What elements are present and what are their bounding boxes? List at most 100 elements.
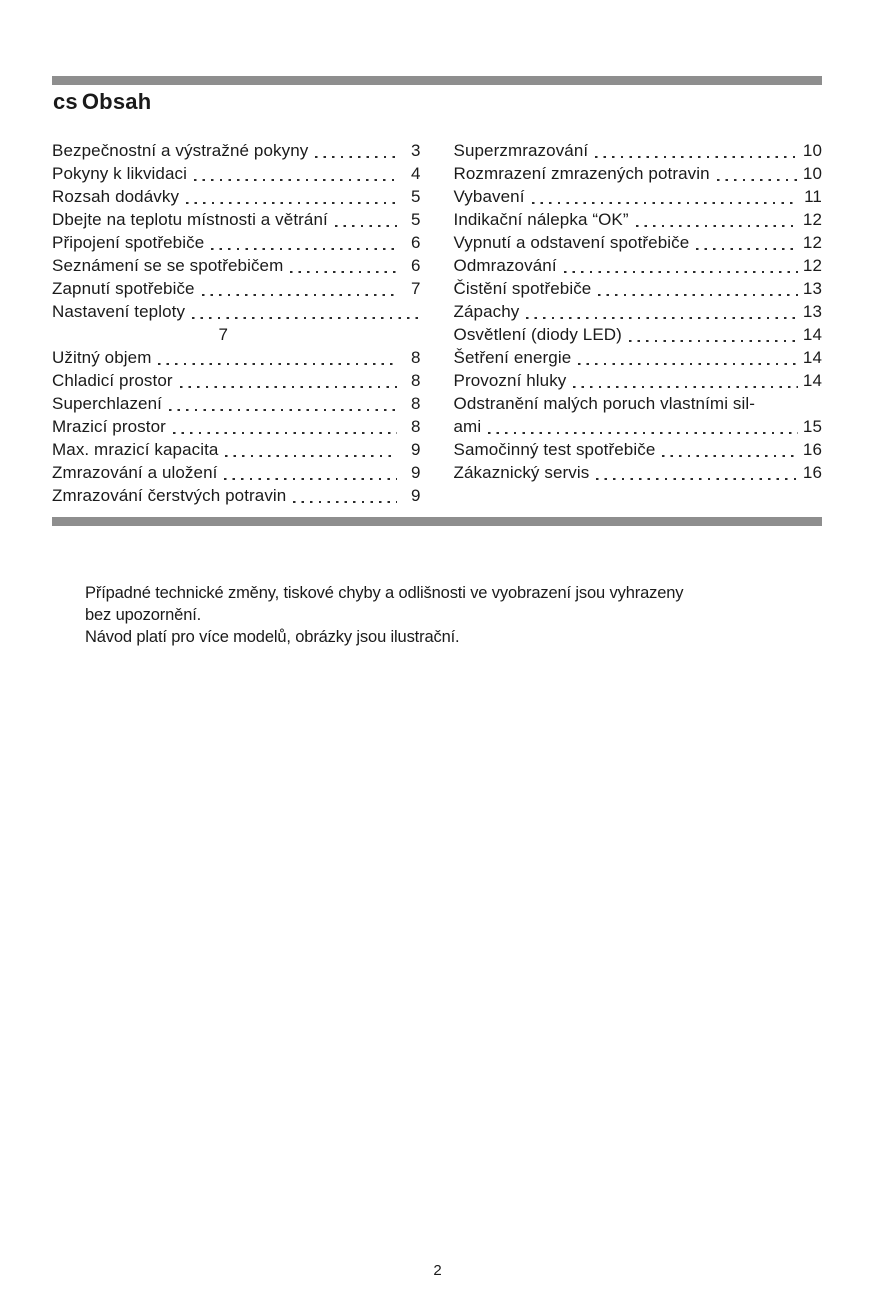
toc-page-number: 4	[410, 164, 421, 183]
toc-entry: Chladicí prostor 8	[52, 369, 421, 392]
toc-entry: Max. mrazicí kapacita 9	[52, 438, 421, 461]
toc-entry-label: Rozmrazení zmrazených potravin	[453, 164, 710, 183]
toc-entry: Samočinný test spotřebiče 16	[454, 438, 823, 461]
dot-leader	[224, 477, 397, 480]
toc-entry-label: Vypnutí a odstavení spotřebiče	[453, 233, 690, 252]
toc-page-number: 9	[410, 440, 421, 459]
dot-leader	[628, 339, 798, 342]
dot-leader	[293, 500, 397, 503]
toc-page-number: 7	[218, 325, 228, 344]
toc-entry: Zápachy 13	[454, 300, 823, 323]
toc-page-number: 11	[804, 187, 822, 206]
toc-entry-label: Osvětlení (diody LED)	[453, 325, 622, 344]
toc-page-number: 9	[410, 463, 421, 482]
toc-entry: Indikační nálepka “OK” 12	[454, 208, 823, 231]
toc-page-number: 8	[410, 394, 421, 413]
dot-leader	[716, 178, 798, 181]
toc-entry-label: Provozní hluky	[453, 371, 567, 390]
toc-entry: Osvětlení (diody LED) 14	[454, 323, 823, 346]
page-number-footer: 2	[433, 1262, 442, 1279]
dot-leader	[595, 155, 798, 158]
toc-page-number: 5	[410, 187, 421, 206]
toc-page-number: 12	[802, 233, 822, 252]
toc-page-number: 7	[410, 279, 421, 298]
toc-entry-label: Odstranění malých poruch vlastními sil-	[453, 394, 756, 413]
toc-entry-label: Indikační nálepka “OK”	[453, 210, 629, 229]
toc-page-number: 6	[410, 233, 421, 252]
toc-entry: Pokyny k likvidaci 4	[52, 162, 421, 185]
dot-leader	[488, 431, 798, 434]
toc-entry: Zapnutí spotřebiče 7	[52, 277, 421, 300]
toc-entry-label: Max. mrazicí kapacita	[52, 440, 219, 459]
toc-entry: 7	[52, 323, 421, 346]
toc-entry-label: Čistění spotřebiče	[453, 279, 592, 298]
dot-leader	[201, 293, 397, 296]
dot-leader	[598, 293, 798, 296]
toc-entry-label: Dbejte na teplotu místnosti a větrání	[52, 210, 328, 229]
toc-page-number: 3	[410, 141, 421, 160]
toc-entry: Rozmrazení zmrazených potravin 10	[454, 162, 823, 185]
dot-leader	[225, 454, 397, 457]
toc-entry-label: Připojení spotřebiče	[52, 233, 205, 252]
dot-leader	[563, 270, 798, 273]
toc-entry: Vybavení 11	[454, 185, 823, 208]
disclaimer-line: Případné technické změny, tiskové chyby …	[85, 584, 684, 602]
toc-entry: Čistění spotřebiče 13	[454, 277, 823, 300]
dot-leader	[662, 454, 798, 457]
toc-page-number: 13	[802, 279, 822, 298]
toc-page-number: 14	[802, 325, 822, 344]
toc-entry: Superzmrazování 10	[454, 139, 823, 162]
toc-entry: Zmrazování čerstvých potravin 9	[52, 484, 421, 507]
toc-page-number: 10	[802, 164, 822, 183]
dot-leader	[531, 201, 798, 204]
dot-leader	[596, 477, 798, 480]
disclaimer-notes: Případné technické změny, tiskové chyby …	[85, 582, 822, 648]
toc-page-number: 5	[410, 210, 421, 229]
top-rule	[52, 76, 822, 85]
table-of-contents: Bezpečnostní a výstražné pokyny 3 Pokyny k…	[52, 139, 822, 507]
dot-leader	[573, 385, 798, 388]
disclaimer-line: Návod platí pro více modelů, obrázky jso…	[85, 628, 460, 646]
toc-entry: Rozsah dodávky 5	[52, 185, 421, 208]
toc-entry: Zmrazování a uložení 9	[52, 461, 421, 484]
toc-entry: Užitný objem 8	[52, 346, 421, 369]
toc-entry: Seznámení se se spotřebičem 6	[52, 254, 421, 277]
toc-page-number: 12	[802, 256, 822, 275]
dot-leader	[211, 247, 397, 250]
toc-page-number: 8	[410, 371, 421, 390]
bottom-rule	[52, 517, 822, 526]
toc-entry: Šetření energie 14	[454, 346, 823, 369]
toc-page-number: 16	[802, 463, 822, 482]
page-content: cs Obsah Bezpečnostní a výstražné pokyny 3…	[0, 76, 875, 648]
toc-entry: Nastavení teploty	[52, 300, 421, 323]
toc-entry-label: Samočinný test spotřebiče	[453, 440, 656, 459]
dot-leader	[158, 362, 397, 365]
toc-entry-label: Superzmrazování	[453, 141, 589, 160]
toc-entry-label: Zápachy	[453, 302, 520, 321]
toc-entry-label: Mrazicí prostor	[52, 417, 166, 436]
toc-entry: Připojení spotřebiče 6	[52, 231, 421, 254]
toc-entry-label: Rozsah dodávky	[52, 187, 180, 206]
toc-entry-label: ami	[453, 417, 482, 436]
toc-entry-label: Bezpečnostní a výstražné pokyny	[52, 141, 309, 160]
toc-page-number: 9	[410, 486, 421, 505]
toc-page-number: 13	[802, 302, 822, 321]
dot-leader	[290, 270, 397, 273]
dot-leader	[192, 316, 418, 319]
toc-entry: Superchlazení 8	[52, 392, 421, 415]
language-code: cs	[53, 89, 78, 114]
toc-entry-label: Seznámení se se spotřebičem	[52, 256, 284, 275]
toc-page-number: 14	[802, 371, 822, 390]
toc-page-number: 8	[410, 417, 421, 436]
toc-page-number: 8	[410, 348, 421, 367]
dot-leader	[179, 385, 397, 388]
toc-page-number: 15	[802, 417, 822, 436]
toc-entry: Zákaznický servis 16	[454, 461, 823, 484]
toc-entry: Dbejte na teplotu místnosti a větrání 5	[52, 208, 421, 231]
toc-entry-label: Nastavení teploty	[52, 302, 186, 321]
dot-leader	[696, 247, 798, 250]
toc-entry-label: Zmrazování a uložení	[52, 463, 218, 482]
toc-page-number: 6	[410, 256, 421, 275]
toc-entry: Vypnutí a odstavení spotřebiče 12	[454, 231, 823, 254]
toc-entry-label: Zapnutí spotřebiče	[52, 279, 195, 298]
